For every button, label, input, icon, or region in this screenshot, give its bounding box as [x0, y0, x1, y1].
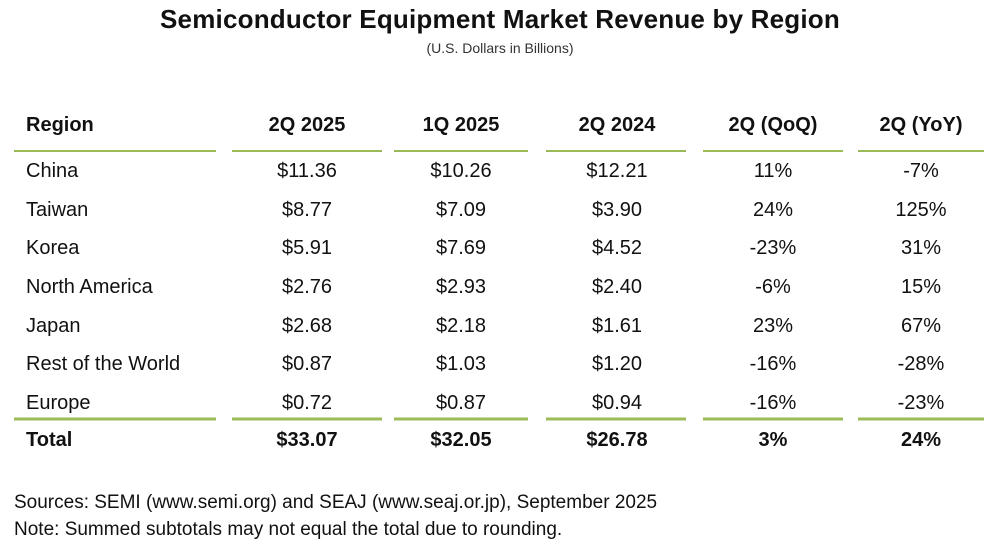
total-col-3: $26.78	[586, 429, 647, 451]
row-5-col-3: $1.20	[592, 353, 642, 375]
row-5-col-1: $0.87	[282, 353, 332, 375]
row-6-col-1: $0.72	[282, 392, 332, 414]
row-4-region: Japan	[26, 315, 81, 337]
sources-note: Sources: SEMI (www.semi.org) and SEAJ (w…	[14, 492, 658, 513]
total-label: Total	[26, 429, 72, 451]
chart-title: Semiconductor Equipment Market Revenue b…	[160, 4, 840, 34]
row-6-col-2: $0.87	[436, 392, 486, 414]
row-0-col-2: $10.26	[430, 160, 491, 182]
row-0-col-4: 11%	[754, 160, 793, 182]
row-3-col-4: -6%	[755, 276, 791, 298]
row-6-col-5: -23%	[898, 392, 945, 414]
revenue-table: Region 2Q 2025 1Q 2025 2Q 2024 2Q (QoQ) 2Q (Y…	[14, 114, 984, 451]
header-col-5: 2Q (YoY)	[880, 114, 963, 136]
header-col-3: 2Q 2024	[579, 114, 657, 136]
row-4-col-1: $2.68	[282, 315, 332, 337]
row-0-col-1: $11.36	[277, 160, 337, 182]
row-0-col-5: -7%	[903, 160, 939, 182]
row-2-region: Korea	[26, 237, 80, 259]
chart-subtitle: (U.S. Dollars in Billions)	[426, 40, 574, 56]
row-5-region: Rest of the World	[26, 353, 180, 375]
row-5-col-4: -16%	[750, 353, 797, 375]
header-col-1: 2Q 2025	[269, 114, 346, 136]
row-5-col-5: -28%	[898, 353, 945, 375]
row-3-col-1: $2.76	[282, 276, 332, 298]
row-1-col-4: 24%	[753, 199, 793, 221]
row-1-col-2: $7.09	[436, 199, 486, 221]
row-3-col-2: $2.93	[436, 276, 486, 298]
rounding-note: Note: Summed subtotals may not equal the…	[14, 519, 563, 540]
row-1-col-3: $3.90	[592, 199, 642, 221]
row-4-col-5: 67%	[901, 315, 941, 337]
row-0-col-3: $12.21	[586, 160, 647, 182]
row-3-region: North America	[26, 276, 154, 298]
row-0-region: China	[26, 160, 79, 182]
row-2-col-5: 31%	[901, 237, 941, 259]
total-col-1: $33.07	[276, 429, 337, 451]
header-region: Region	[26, 114, 94, 136]
row-4-col-3: $1.61	[592, 315, 642, 337]
row-1-col-5: 125%	[895, 199, 946, 221]
row-1-region: Taiwan	[26, 199, 88, 221]
header-col-4: 2Q (QoQ)	[729, 114, 818, 136]
total-col-2: $32.05	[430, 429, 491, 451]
row-5-col-2: $1.03	[436, 353, 486, 375]
row-2-col-4: -23%	[750, 237, 797, 259]
row-2-col-1: $5.91	[282, 237, 332, 259]
row-2-col-3: $4.52	[592, 237, 642, 259]
row-3-col-5: 15%	[901, 276, 941, 298]
row-3-col-3: $2.40	[592, 276, 642, 298]
row-6-region: Europe	[26, 392, 91, 414]
total-col-4: 3%	[759, 429, 788, 451]
row-2-col-2: $7.69	[436, 237, 486, 259]
total-col-5: 24%	[901, 429, 941, 451]
header-col-2: 1Q 2025	[423, 114, 500, 136]
row-1-col-1: $8.77	[282, 199, 332, 221]
row-4-col-2: $2.18	[436, 315, 486, 337]
row-4-col-4: 23%	[753, 315, 793, 337]
row-6-col-4: -16%	[750, 392, 797, 414]
row-6-col-3: $0.94	[592, 392, 642, 414]
